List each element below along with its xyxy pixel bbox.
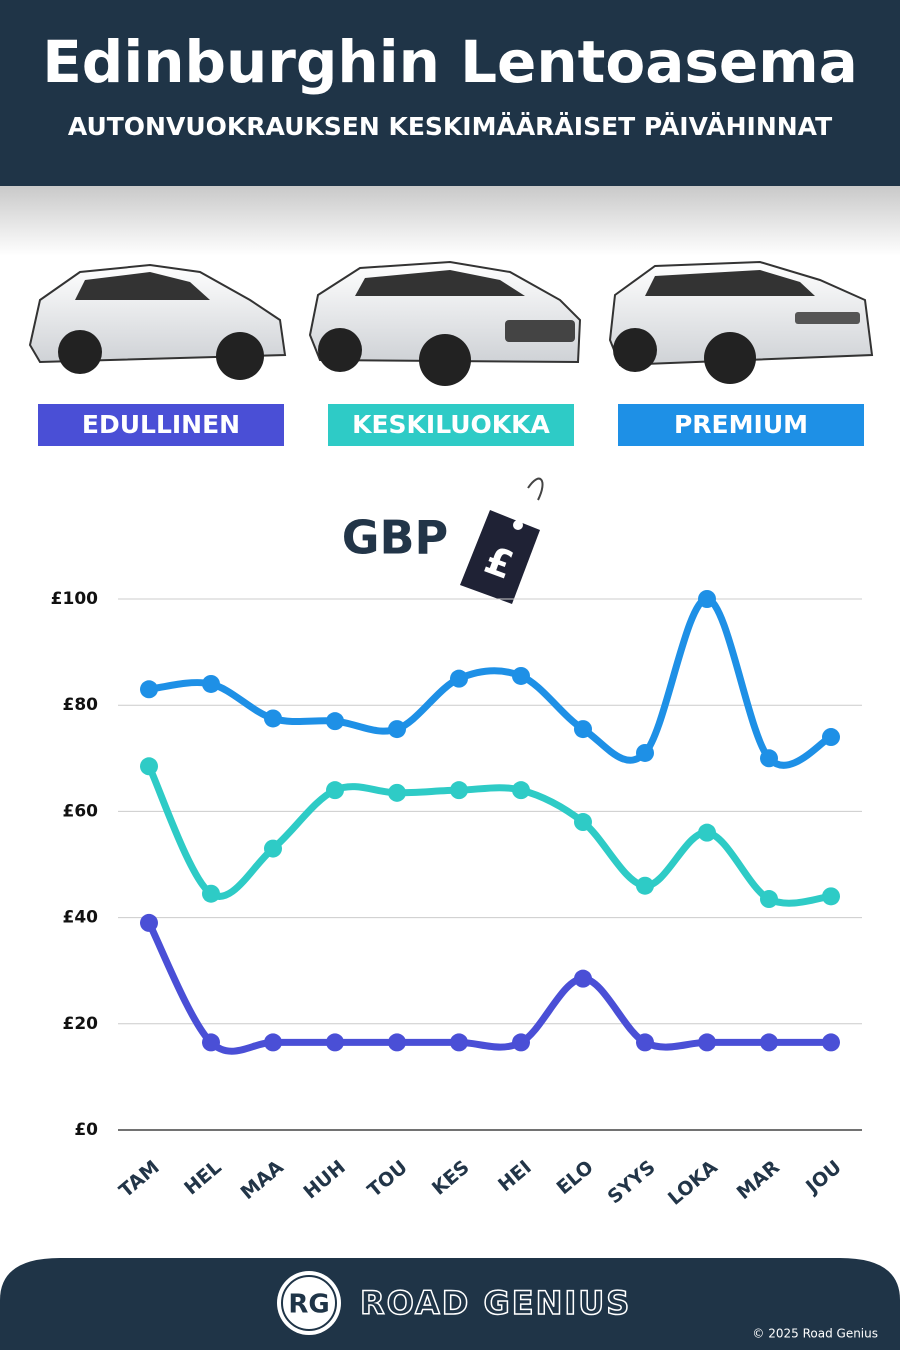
x-tick-label: LOKA [664, 1156, 722, 1210]
data-point [450, 781, 468, 800]
logo-ring [281, 1275, 337, 1331]
data-point [822, 728, 840, 747]
data-point [450, 1033, 468, 1052]
currency-label: GBP [342, 511, 449, 565]
data-point [822, 1033, 840, 1052]
x-tick-label: TOU [363, 1156, 411, 1201]
data-point [698, 1033, 716, 1052]
data-point [636, 743, 654, 762]
x-tick-label: JOU [800, 1156, 845, 1199]
subtitle: AUTONVUOKRAUKSEN KESKIMÄÄRÄISET PÄIVÄHIN… [68, 111, 832, 141]
data-point [636, 876, 654, 895]
y-tick-label: £20 [63, 1014, 99, 1034]
footer-band [0, 1258, 900, 1350]
x-tick-label: HEI [494, 1156, 536, 1196]
legend-badge [328, 404, 574, 446]
data-point [698, 590, 716, 608]
legend-label: PREMIUM [674, 410, 808, 439]
car-midsize [308, 260, 582, 386]
car-premium [608, 260, 874, 384]
data-point [698, 823, 716, 842]
legend-badge [618, 404, 864, 446]
brand: ROAD GENIUS [360, 1284, 631, 1322]
x-tick-label: HEL [180, 1156, 226, 1199]
data-point [574, 969, 592, 988]
series-line [145, 919, 835, 1055]
legend: EDULLINEN KESKILUOKKA PREMIUM [38, 404, 864, 446]
data-point [450, 669, 468, 688]
data-point [326, 1033, 344, 1052]
data-point [574, 813, 592, 832]
data-point [202, 674, 220, 693]
car-economy [28, 263, 287, 380]
data-point [326, 712, 344, 731]
data-point [140, 757, 158, 776]
data-point [512, 781, 530, 800]
y-tick-label: £100 [51, 589, 98, 609]
x-tick-label: KES [428, 1156, 474, 1199]
data-point [264, 709, 282, 728]
data-point [760, 890, 778, 909]
data-point [760, 1033, 778, 1052]
data-point [388, 1033, 406, 1052]
data-point [264, 839, 282, 858]
data-point [326, 781, 344, 800]
series-line [145, 595, 835, 769]
x-tick-label: TAM [115, 1156, 164, 1202]
data-point [636, 1033, 654, 1052]
x-tick-label: MAR [733, 1156, 784, 1204]
legend-badge [38, 404, 284, 446]
y-tick-label: £40 [63, 908, 99, 928]
data-point [140, 913, 158, 932]
header-band [0, 0, 900, 186]
y-tick-label: £60 [63, 801, 99, 821]
data-point [140, 680, 158, 699]
logo-circle [277, 1271, 341, 1335]
series-line [145, 762, 835, 907]
x-tick-label: HUH [299, 1156, 349, 1203]
x-tick-label: SYYS [604, 1156, 660, 1208]
logo-initials: RG [288, 1290, 329, 1320]
copyright: © 2025 Road Genius [752, 1327, 878, 1341]
data-point [760, 749, 778, 768]
legend-label: KESKILUOKKA [352, 410, 550, 439]
data-point [388, 720, 406, 739]
x-tick-label: ELO [553, 1156, 598, 1199]
data-point [202, 1033, 220, 1052]
y-tick-label: £0 [74, 1120, 98, 1140]
data-point [822, 887, 840, 906]
data-point [512, 1033, 530, 1052]
title: Edinburghin Lentoasema [42, 28, 858, 96]
legend-label: EDULLINEN [82, 410, 240, 439]
data-point [202, 884, 220, 903]
data-point [388, 783, 406, 802]
header-fade [0, 186, 900, 256]
y-tick-label: £80 [63, 695, 99, 715]
x-tick-label: MAA [237, 1156, 288, 1204]
data-point [574, 720, 592, 739]
price-tag: £ [460, 477, 544, 604]
data-point [264, 1033, 282, 1052]
data-point [512, 666, 530, 685]
